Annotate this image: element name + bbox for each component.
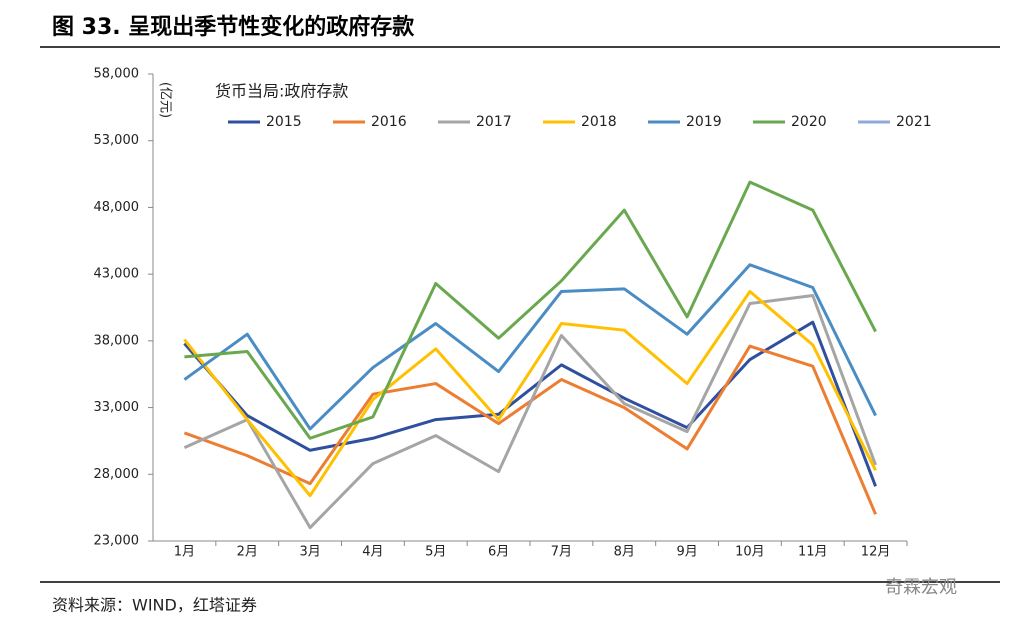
legend-label: 2021 [896,114,932,130]
legend-label: 2020 [791,114,827,130]
annotation: 货币当局:政府存款 [215,82,348,101]
x-tick-label: 9月 [676,545,697,560]
y-tick-label: 43,000 [94,267,140,282]
x-tick-label: 3月 [299,545,320,560]
watermark: 奇霖宏观 [885,577,957,598]
x-tick-label: 5月 [425,545,446,560]
y-tick-label: 28,000 [94,467,140,482]
x-tick-label: 1月 [174,545,195,560]
series-line [183,289,877,498]
series-line [183,263,877,431]
legend-label: 2019 [686,114,722,130]
legend-label: 2018 [581,114,617,130]
legend-label: 2016 [371,114,407,130]
y-tick-label: 48,000 [94,200,140,215]
x-tick-label: 4月 [362,545,383,560]
legend-label: 2015 [266,114,302,130]
series-line [183,320,877,487]
series-line [184,180,877,440]
x-tick-label: 12月 [861,545,891,560]
source: 资料来源：WIND，红塔证券 [52,596,257,615]
y-tick-label: 58,000 [94,67,140,82]
y-tick-label: 53,000 [94,133,140,148]
x-tick-label: 11月 [798,545,828,560]
x-tick-label: 10月 [735,545,765,560]
chart-title: 图 33. 呈现出季节性变化的政府存款 [52,14,415,40]
y-tick-label: 38,000 [94,333,140,348]
y-tick-label: 23,000 [94,534,140,549]
x-tick-label: 2月 [237,545,258,560]
x-tick-label: 7月 [551,545,572,560]
y-tick-label: 33,000 [94,400,140,415]
legend-label: 2017 [476,114,512,130]
x-tick-label: 6月 [488,545,509,560]
x-tick-label: 8月 [614,545,635,560]
y-axis-label: (亿元) [158,82,173,118]
